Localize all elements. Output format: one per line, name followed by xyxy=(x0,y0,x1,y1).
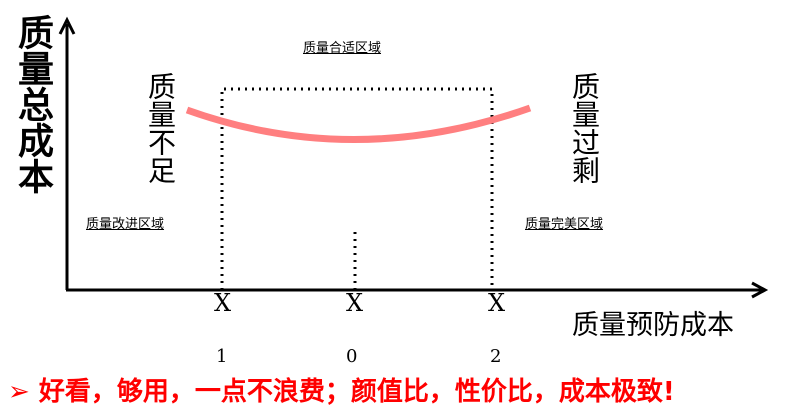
y-axis xyxy=(58,16,76,290)
footer-text: 好看，够用，一点不浪费；颜值比，性价比，成本极致! xyxy=(38,377,675,407)
x2-subscript: 2 xyxy=(490,346,502,367)
total-cost-curve xyxy=(185,104,532,143)
arrow-bullet-icon: ➢ xyxy=(8,377,30,407)
y-axis-label: 质量总成本 xyxy=(12,14,53,194)
x1-subscript: 1 xyxy=(216,346,228,367)
perfect-zone-label: 质量完美区域 xyxy=(525,217,604,232)
suitable-zone-label: 质量合适区域 xyxy=(303,41,382,56)
excess-quality-label: 质量过剩 xyxy=(568,72,601,184)
x-axis xyxy=(66,281,769,299)
footer-text-line: ➢ 好看，够用，一点不浪费；颜值比，性价比，成本极致! xyxy=(8,371,675,408)
x1-marker: X xyxy=(214,289,232,317)
improve-zone-label: 质量改进区域 xyxy=(86,217,165,232)
x0-subscript: 0 xyxy=(346,346,358,367)
suitable-zone-box xyxy=(220,87,494,290)
insufficient-quality-label: 质量不足 xyxy=(144,72,177,184)
x0-marker: X xyxy=(346,289,364,317)
x2-marker: X xyxy=(488,289,506,317)
x-axis-label: 质量预防成本 xyxy=(572,310,734,341)
